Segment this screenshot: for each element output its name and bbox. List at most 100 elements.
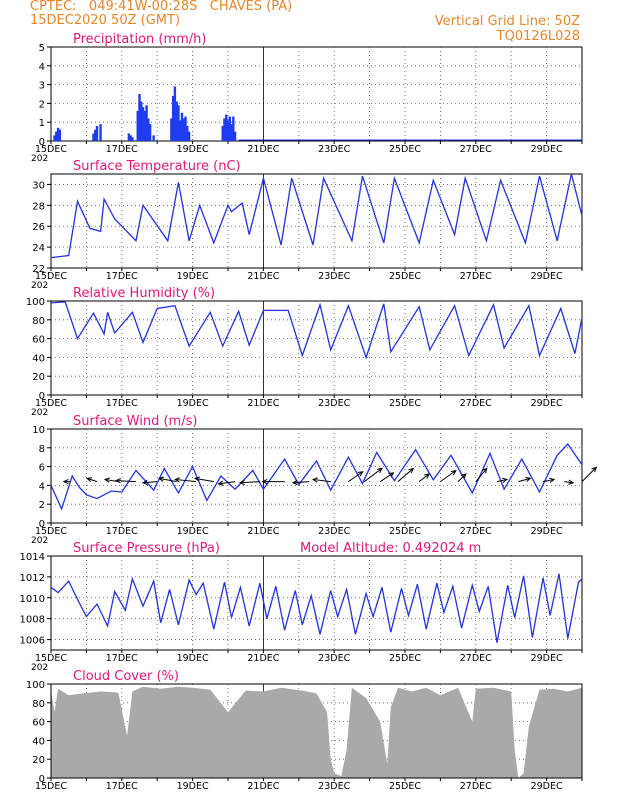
x-tick-label: 15DEC bbox=[35, 398, 67, 409]
x-year-label: 202 bbox=[31, 536, 48, 546]
wind-arrow-head bbox=[311, 477, 318, 483]
x-tick-label: 27DEC bbox=[460, 781, 492, 792]
x-tick-label: 25DEC bbox=[389, 526, 421, 537]
x-tick-label: 25DEC bbox=[389, 271, 421, 282]
x-tick-label: 29DEC bbox=[531, 271, 563, 282]
wind-arrow-head bbox=[261, 479, 268, 485]
y-tick-label: 30 bbox=[32, 180, 45, 191]
y-tick-label: 0 bbox=[39, 391, 45, 402]
series-line bbox=[50, 301, 583, 360]
precip-bar bbox=[152, 135, 155, 141]
x-tick-label: 15DEC bbox=[35, 144, 67, 155]
precip-bar bbox=[55, 131, 58, 141]
wind-arrow-head bbox=[157, 476, 165, 482]
y-tick-label: 20 bbox=[32, 372, 45, 383]
y-tick-label: 1012 bbox=[20, 573, 45, 584]
wind-arrow bbox=[158, 477, 177, 483]
precip-bar bbox=[223, 118, 226, 141]
precip-bar bbox=[99, 124, 102, 141]
wind-arrow-head bbox=[591, 466, 598, 473]
x-tick-label: 21DEC bbox=[247, 271, 279, 282]
wind-arrow-head bbox=[86, 477, 93, 483]
x-tick-label: 29DEC bbox=[531, 398, 563, 409]
precip-bar bbox=[92, 133, 95, 141]
grid-line-note: Vertical Grid Line: 50Z bbox=[434, 14, 580, 29]
y-tick-label: 0 bbox=[39, 774, 45, 785]
precip-bar bbox=[179, 120, 182, 141]
wind-arrow bbox=[564, 481, 574, 484]
precip-bar bbox=[230, 124, 233, 141]
x-tick-label: 27DEC bbox=[460, 526, 492, 537]
x-tick-label: 17DEC bbox=[106, 398, 138, 409]
panel-1: 0 1 2 3 4 5 15DEC 17DEC 19DEC 21DEC 23DEC 25DEC 27DE… bbox=[31, 32, 583, 164]
x-tick-label: 29DEC bbox=[531, 653, 563, 664]
wind-arrow-head bbox=[357, 471, 364, 477]
station-info: CPTEC: 049:41W-00:28S CHAVES (PA) bbox=[30, 0, 293, 14]
y-tick-label: 22 bbox=[32, 264, 45, 275]
y-tick-label: 0 bbox=[39, 519, 45, 530]
panel-3: 0 20 40 60 80 100 15DEC 17DEC 19DEC 21DEC 23DEC 25D… bbox=[26, 286, 583, 418]
precip-bar bbox=[141, 107, 145, 141]
precip-bar bbox=[226, 120, 230, 141]
x-tick-label: 17DEC bbox=[106, 781, 138, 792]
wind-arrow-head bbox=[450, 469, 457, 476]
series-line bbox=[50, 442, 583, 511]
x-tick-label: 27DEC bbox=[460, 144, 492, 155]
x-tick-label: 15DEC bbox=[35, 781, 67, 792]
plot-frame bbox=[50, 46, 583, 142]
wind-arrow-head bbox=[549, 477, 556, 483]
panel-title: Relative Humidity (%) bbox=[73, 286, 215, 301]
wind-arrow bbox=[175, 478, 197, 483]
precip-bar bbox=[186, 125, 189, 141]
y-tick-label: 1008 bbox=[20, 615, 45, 626]
x-tick-label: 17DEC bbox=[106, 653, 138, 664]
x-tick-label: 27DEC bbox=[460, 398, 492, 409]
wind-arrow bbox=[496, 478, 508, 483]
plot-frame bbox=[50, 173, 583, 269]
cloud-cover-area bbox=[51, 686, 582, 778]
wind-arrow-head bbox=[568, 479, 575, 485]
y-tick-label: 0 bbox=[39, 137, 45, 148]
y-tick-label: 80 bbox=[32, 316, 45, 327]
panel-2: 22 24 26 28 30 15DEC 17DEC 19DEC 21DEC 23DEC 25DEC… bbox=[31, 159, 583, 291]
x-tick-label: 21DEC bbox=[247, 144, 279, 155]
y-tick-label: 2 bbox=[39, 99, 45, 110]
x-tick-label: 21DEC bbox=[247, 781, 279, 792]
x-tick-label: 19DEC bbox=[177, 526, 209, 537]
precip-bar bbox=[170, 118, 173, 141]
y-tick-label: 8 bbox=[39, 444, 45, 455]
x-tick-label: 17DEC bbox=[106, 271, 138, 282]
wind-arrow-head bbox=[115, 478, 121, 484]
wind-arrow bbox=[240, 481, 260, 484]
precip-bar bbox=[184, 116, 187, 141]
wind-arrow bbox=[348, 471, 363, 483]
y-tick-label: 80 bbox=[32, 699, 45, 710]
x-tick-label: 21DEC bbox=[247, 398, 279, 409]
precip-bar bbox=[175, 101, 178, 141]
wind-arrow bbox=[116, 480, 136, 483]
x-tick-label: 15DEC bbox=[35, 526, 67, 537]
precip-bar bbox=[171, 95, 175, 141]
series-line bbox=[50, 573, 583, 643]
y-tick-label: 4 bbox=[39, 481, 45, 492]
y-tick-label: 3 bbox=[39, 81, 45, 92]
wind-arrow-head bbox=[525, 476, 532, 482]
y-tick-label: 4 bbox=[39, 62, 45, 73]
y-tick-label: 2 bbox=[39, 500, 45, 511]
precip-bar bbox=[94, 129, 97, 141]
x-tick-label: 19DEC bbox=[177, 398, 209, 409]
panel-title: Surface Pressure (hPa) bbox=[73, 541, 220, 556]
y-tick-label: 26 bbox=[32, 222, 45, 233]
panel-4: 0 2 4 6 8 10 15DEC 17DEC 19DEC 21DEC 23DEC 25DEC 27D… bbox=[31, 414, 598, 546]
precip-bar bbox=[225, 114, 228, 141]
wind-arrow bbox=[397, 468, 414, 483]
wind-arrow bbox=[363, 468, 383, 483]
wind-arrow-head bbox=[291, 479, 298, 486]
x-tick-label: 27DEC bbox=[460, 271, 492, 282]
wind-arrow bbox=[518, 477, 531, 483]
plot-frame bbox=[50, 300, 583, 396]
y-tick-label: 60 bbox=[32, 718, 45, 729]
x-tick-label: 25DEC bbox=[389, 398, 421, 409]
wind-arrow bbox=[312, 478, 331, 483]
